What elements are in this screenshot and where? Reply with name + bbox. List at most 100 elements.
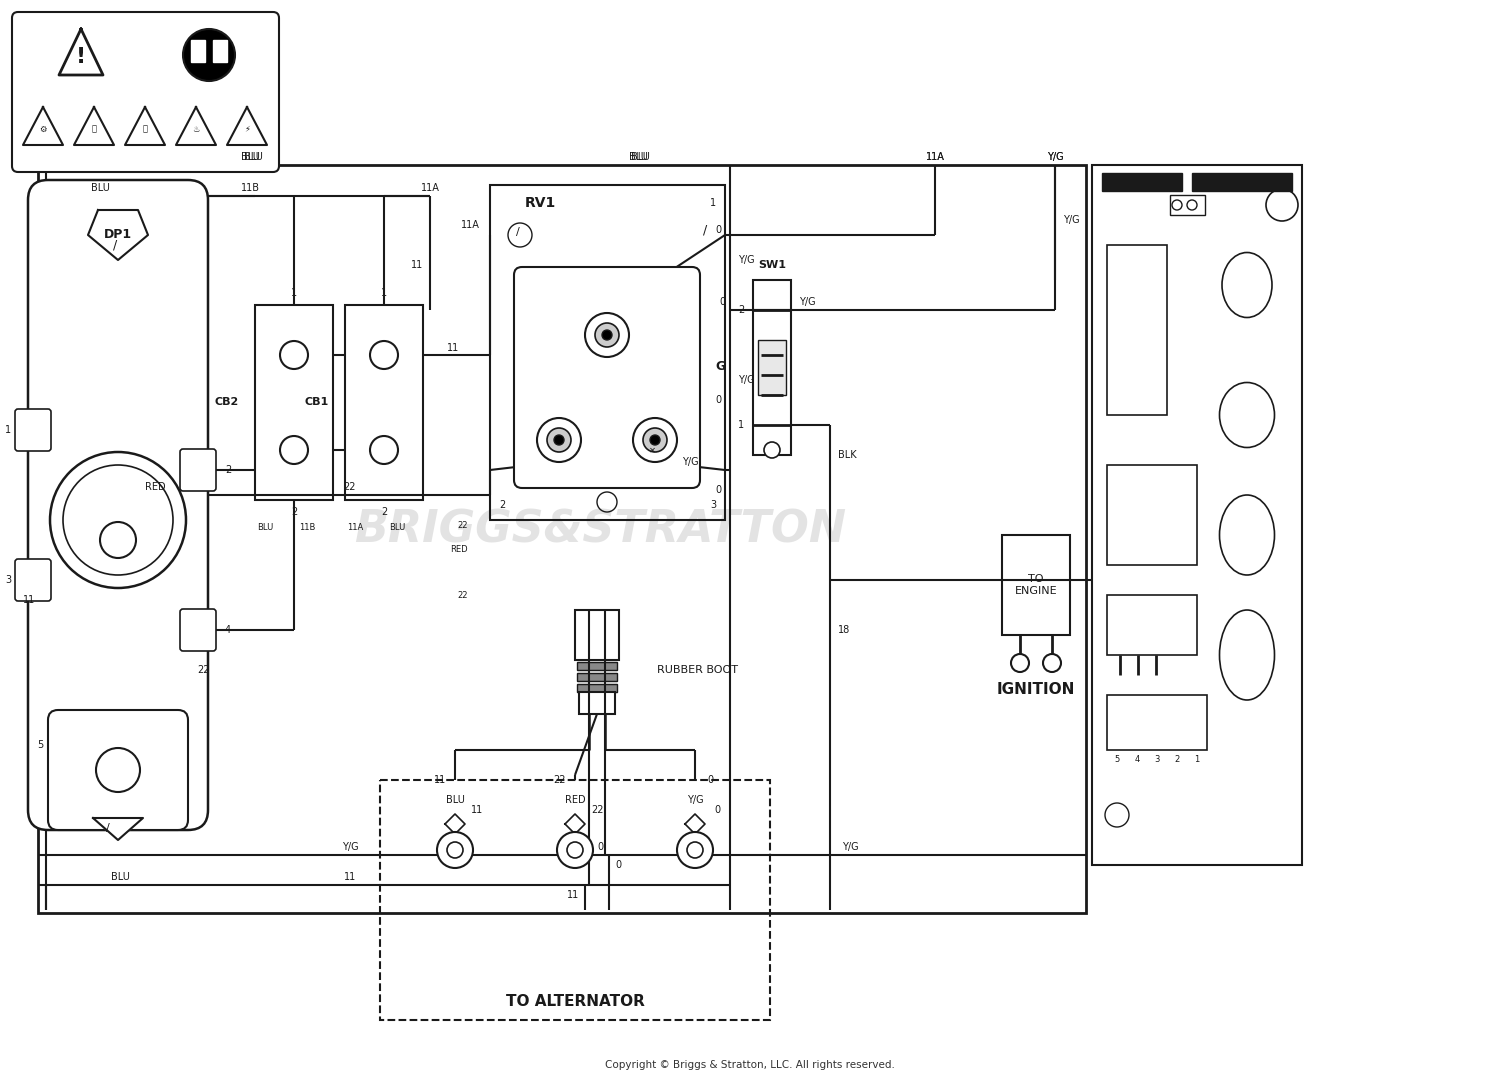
Text: BLU: BLU — [111, 872, 129, 882]
Text: 4: 4 — [1134, 755, 1140, 765]
Text: Y/G: Y/G — [738, 255, 754, 265]
Bar — [190, 40, 206, 62]
Text: 1: 1 — [291, 288, 297, 298]
Circle shape — [370, 341, 398, 369]
Text: BLU: BLU — [243, 151, 262, 162]
Bar — [1092, 164, 1302, 865]
Text: /: / — [112, 238, 117, 251]
Circle shape — [280, 341, 308, 369]
Text: G: G — [716, 360, 726, 373]
Text: BLK: BLK — [839, 450, 856, 460]
Circle shape — [1172, 200, 1182, 210]
Polygon shape — [74, 107, 114, 145]
Circle shape — [644, 428, 668, 452]
Text: ⚡: ⚡ — [244, 124, 250, 133]
Bar — [578, 673, 616, 681]
Text: 22: 22 — [196, 665, 208, 675]
Circle shape — [1186, 200, 1197, 210]
Text: 11: 11 — [22, 595, 34, 605]
Circle shape — [537, 418, 580, 462]
Text: 0: 0 — [714, 805, 720, 815]
Text: 11: 11 — [471, 805, 483, 815]
Polygon shape — [58, 29, 104, 75]
Circle shape — [585, 313, 628, 357]
Text: 1: 1 — [710, 198, 716, 208]
FancyBboxPatch shape — [28, 180, 208, 830]
Text: Y/G: Y/G — [342, 842, 358, 852]
Text: 11: 11 — [567, 890, 579, 900]
Text: 4: 4 — [225, 625, 231, 635]
Circle shape — [436, 832, 472, 868]
Bar — [1102, 173, 1182, 192]
Text: 2: 2 — [381, 507, 387, 517]
Bar — [578, 662, 616, 670]
Text: IGNITION: IGNITION — [998, 683, 1076, 698]
Text: 3: 3 — [4, 575, 10, 585]
Bar — [1107, 695, 1208, 750]
Circle shape — [370, 436, 398, 464]
Bar — [578, 684, 616, 692]
Text: RUBBER BOOT: RUBBER BOOT — [657, 665, 738, 675]
Text: 11: 11 — [447, 343, 459, 353]
Text: Y/G: Y/G — [1047, 151, 1064, 162]
Text: 11B: 11B — [298, 524, 315, 532]
FancyBboxPatch shape — [15, 409, 51, 451]
Circle shape — [633, 418, 676, 462]
Text: Y/G: Y/G — [738, 375, 754, 385]
Circle shape — [687, 842, 703, 858]
Bar — [1107, 245, 1167, 415]
Circle shape — [650, 435, 660, 445]
Text: !: ! — [76, 47, 86, 67]
Text: BLU: BLU — [256, 524, 273, 532]
Text: 🔥: 🔥 — [92, 124, 96, 133]
Polygon shape — [686, 814, 705, 834]
Bar — [753, 280, 790, 456]
Polygon shape — [93, 818, 142, 840]
Text: 0: 0 — [716, 395, 722, 405]
Bar — [255, 305, 333, 500]
Text: BLU: BLU — [446, 795, 465, 805]
Text: BLU: BLU — [388, 524, 405, 532]
Circle shape — [596, 324, 619, 347]
Polygon shape — [176, 107, 216, 145]
Circle shape — [556, 832, 592, 868]
Text: 3: 3 — [1155, 755, 1160, 765]
Text: 2: 2 — [291, 507, 297, 517]
Text: 11: 11 — [411, 260, 423, 270]
Text: ♨: ♨ — [192, 124, 200, 133]
Circle shape — [280, 436, 308, 464]
Text: Y/G: Y/G — [1064, 215, 1080, 225]
Text: 11A: 11A — [460, 220, 480, 230]
Circle shape — [602, 330, 612, 340]
Text: RED: RED — [144, 481, 165, 492]
Text: 1: 1 — [4, 425, 10, 435]
Bar — [579, 692, 615, 714]
Bar — [213, 40, 226, 62]
Text: RED: RED — [564, 795, 585, 805]
Text: BLU: BLU — [90, 183, 110, 193]
Bar — [490, 185, 724, 520]
Text: /: / — [516, 227, 520, 237]
Text: 1: 1 — [381, 288, 387, 298]
Text: BLU: BLU — [630, 151, 650, 162]
Circle shape — [447, 842, 464, 858]
Circle shape — [1042, 654, 1060, 672]
Text: BLU: BLU — [628, 151, 648, 162]
Text: 1: 1 — [738, 420, 744, 430]
Polygon shape — [566, 814, 585, 834]
Bar — [1107, 465, 1197, 565]
Text: 0: 0 — [615, 860, 621, 870]
Circle shape — [63, 465, 173, 575]
Bar — [1170, 195, 1204, 215]
Text: CB2: CB2 — [214, 397, 238, 407]
Text: TO ALTERNATOR: TO ALTERNATOR — [506, 994, 645, 1010]
Text: 0: 0 — [706, 775, 712, 786]
Text: 0: 0 — [718, 296, 724, 307]
Text: 0: 0 — [716, 225, 722, 235]
Text: 11: 11 — [344, 872, 355, 882]
FancyBboxPatch shape — [15, 559, 51, 601]
FancyBboxPatch shape — [180, 449, 216, 491]
Polygon shape — [88, 210, 148, 260]
Text: /: / — [704, 224, 706, 237]
Text: BRIGGS&STRATTON: BRIGGS&STRATTON — [354, 509, 846, 552]
